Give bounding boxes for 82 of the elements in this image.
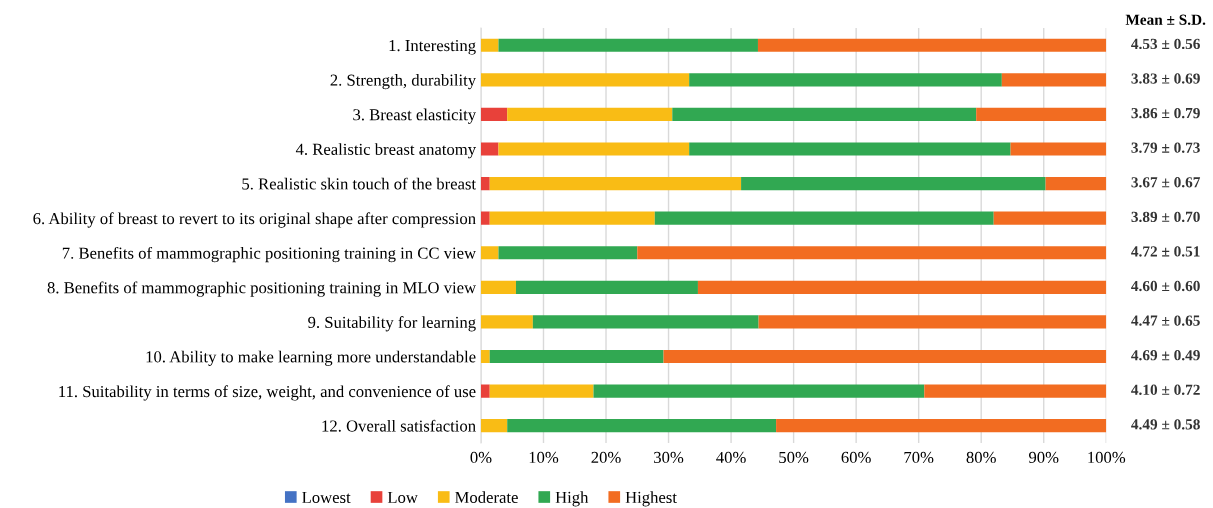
legend-label: Low (387, 491, 418, 504)
y-tick-label: 5. Realistic skin touch of the breast (242, 177, 476, 190)
bar (498, 246, 638, 260)
x-tick-label: 40% (716, 451, 746, 464)
legend-label: High (555, 491, 589, 507)
bar (1045, 177, 1107, 191)
bar (976, 107, 1107, 121)
bar (489, 349, 664, 364)
bar (498, 142, 690, 156)
bar (480, 211, 490, 225)
bar (1001, 73, 1107, 87)
bar (1010, 142, 1107, 156)
bar (741, 177, 1046, 191)
bar (757, 38, 1107, 52)
bar (758, 315, 1107, 329)
bar (654, 211, 994, 225)
bar (480, 142, 499, 156)
legend-label: Lowest (302, 491, 351, 504)
bar (480, 246, 499, 260)
x-tick-label: 30% (654, 451, 684, 464)
y-tick-label: 2. Strength, durability (330, 74, 477, 90)
x-tick-label: 70% (904, 451, 934, 464)
x-tick-label: 80% (966, 451, 996, 464)
text: 4.10 ± 0.72 (1131, 384, 1200, 395)
legend-label: Highest (625, 491, 677, 507)
bar (480, 384, 490, 398)
bar (593, 384, 925, 398)
y-tick-label: 7. Benefits of mammographic positioning training in CC view (62, 246, 477, 263)
bar (489, 211, 655, 225)
x-tick-label: 60% (841, 451, 871, 464)
bar (480, 315, 533, 329)
text: 3.86 ± 0.79 (1131, 107, 1200, 119)
bar (480, 177, 490, 191)
y-tick-label: 8. Benefits of mammographic positioning training in MLO view (47, 281, 477, 297)
bar (637, 246, 1107, 260)
bar (672, 107, 977, 121)
x-tick-label: 10% (529, 451, 559, 464)
text: 3.89 ± 0.70 (1131, 211, 1200, 223)
bar (489, 177, 742, 191)
x-tick-label: 0% (470, 451, 492, 464)
x-tick-label: 100% (1088, 451, 1126, 464)
text: 3.67 ± 0.67 (1131, 177, 1201, 188)
text: 4.72 ± 0.51 (1131, 246, 1200, 257)
text: 4.49 ± 0.58 (1131, 419, 1200, 430)
bar (507, 107, 673, 121)
y-tick-label: 1. Interesting (389, 39, 476, 55)
bar (532, 315, 759, 329)
legend-label: Moderate (455, 491, 518, 504)
text: 4.53 ± 0.56 (1131, 38, 1200, 50)
text: 4.60 ± 0.60 (1131, 280, 1200, 292)
text: 4.47 ± 0.65 (1131, 315, 1200, 326)
y-tick-label: 10. Ability to make learning more understandable (146, 350, 476, 366)
text: Mean ± S.D. (1125, 14, 1206, 25)
x-tick-label: 90% (1028, 451, 1059, 464)
y-tick-label: 9. Suitability for learning (308, 316, 476, 332)
y-tick-label: 6. Ability of breast to revert to its original shape after compression (33, 212, 476, 228)
bar (924, 384, 1107, 398)
y-tick-label: 3. Breast elasticity (353, 108, 477, 124)
bar (697, 280, 1107, 294)
x-tick-label: 20% (591, 451, 621, 464)
bar (776, 419, 1107, 433)
bar (480, 349, 490, 364)
bar (689, 73, 1002, 87)
bar (507, 419, 777, 433)
text: 4.69 ± 0.49 (1131, 350, 1200, 361)
x-tick-label: 50% (779, 451, 809, 464)
bar (663, 349, 1107, 364)
bar (480, 38, 499, 52)
bar (515, 280, 698, 294)
bar (480, 73, 690, 87)
bar (480, 419, 508, 433)
bar (498, 38, 758, 52)
bar (489, 384, 594, 398)
text: 3.79 ± 0.73 (1131, 142, 1200, 153)
bar (480, 280, 516, 294)
bar (480, 107, 508, 121)
bar (993, 211, 1107, 225)
y-tick-label: 4. Realistic breast anatomy (295, 143, 477, 159)
text: 3.83 ± 0.69 (1131, 73, 1200, 84)
bar (689, 142, 1011, 156)
y-tick-label: 12. Overall satisfaction (322, 419, 476, 432)
y-tick-label: 11. Suitability in terms of size, weight, and convenience of use (59, 385, 476, 401)
